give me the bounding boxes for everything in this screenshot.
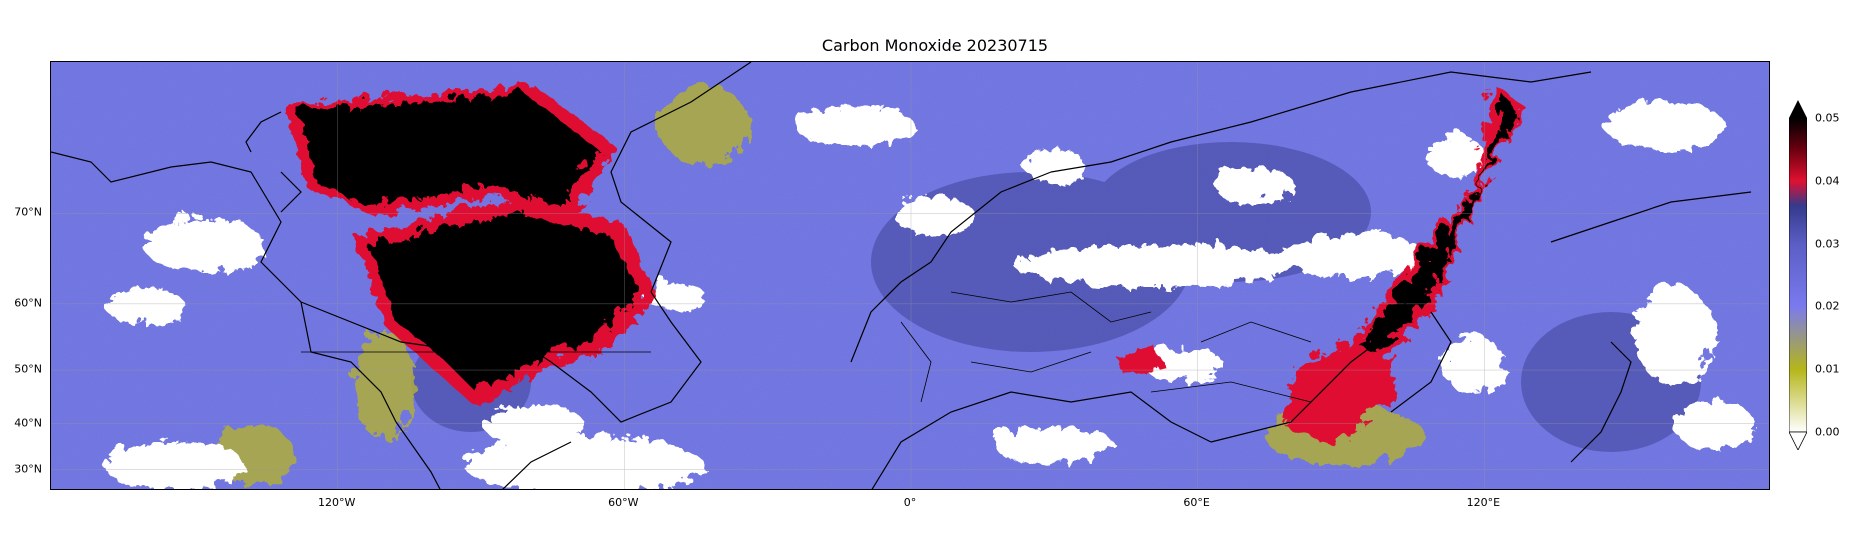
lon-label-4: 120°E — [1466, 496, 1501, 509]
map-title: Carbon Monoxide 20230715 — [821, 36, 1049, 55]
colorbar-tick-label-0: 0.00 — [1815, 425, 1840, 439]
co-concentration-map — [51, 62, 1769, 489]
colorbar — [1789, 100, 1807, 450]
colorbar-extend-max — [1789, 100, 1807, 118]
lat-label-4: 30°N — [14, 462, 42, 476]
map-plot-area — [50, 61, 1770, 490]
colorbar-tick-label-2: 0.02 — [1815, 299, 1840, 313]
colorbar-tick-label-5: 0.05 — [1815, 111, 1840, 125]
lat-label-2: 50°N — [14, 362, 42, 376]
lat-label-0: 70°N — [14, 205, 42, 219]
colorbar-tick-label-3: 0.03 — [1815, 237, 1840, 251]
colorbar-extend-min — [1789, 431, 1807, 450]
coastlines — [51, 62, 1752, 489]
colorbar-tick-label-4: 0.04 — [1815, 174, 1840, 188]
country-borders — [301, 291, 1352, 403]
graticule-grid — [51, 62, 1769, 489]
fire-plume-core — [296, 90, 1513, 387]
lat-label-3: 40°N — [14, 416, 42, 430]
lat-label-1: 60°N — [14, 296, 42, 310]
colorbar-tick-label-1: 0.01 — [1815, 362, 1840, 376]
lon-label-0: 120°W — [317, 496, 356, 509]
lon-label-2: 0° — [903, 496, 917, 509]
lon-label-1: 60°W — [608, 496, 639, 509]
lon-label-3: 60°E — [1183, 496, 1210, 509]
colorbar-gradient — [1789, 117, 1807, 433]
